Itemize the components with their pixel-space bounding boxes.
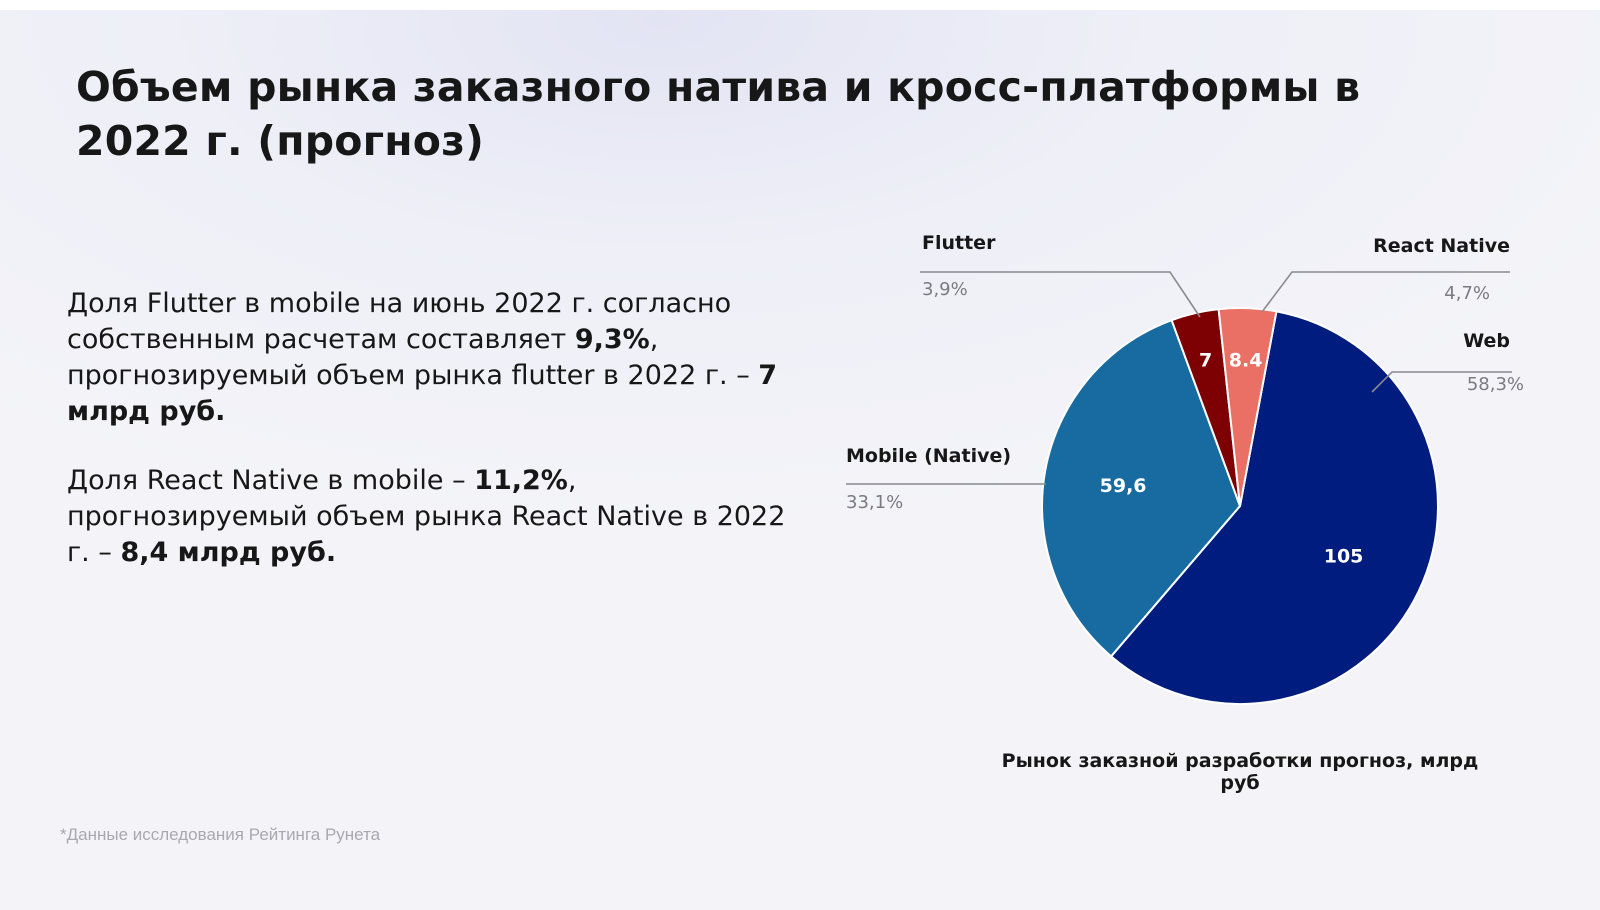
paragraph-text: , прогнозируемый объем рынка flutter в 2… (67, 324, 759, 391)
percent-label-web: 58,3% (1466, 374, 1524, 395)
flutter-share-value: 9,3% (574, 324, 650, 355)
pie-slice-web (1109, 310, 1439, 706)
pie-slice-react-native (1217, 307, 1278, 507)
pie-chart: 105 59,6 7 8.4 (846, 271, 1512, 706)
legend-label-flutter: Flutter (922, 232, 996, 254)
value-label-web: 105 (1324, 546, 1364, 568)
legend-label-mobile-native: Mobile (Native) (846, 445, 1012, 467)
value-label-flutter: 7 (1199, 349, 1212, 371)
percent-label-mobile-native: 33,1% (846, 492, 904, 513)
leader-line-flutter (920, 271, 1201, 318)
value-label-react-native: 8.4 (1229, 350, 1263, 372)
legend-label-react-native: React Native (1373, 235, 1510, 257)
leader-line-web (1371, 371, 1512, 393)
chart-caption: Рынок заказной разработки прогноз, млрд … (1001, 750, 1479, 794)
leader-line-react-native (1261, 271, 1510, 313)
react-native-share-value: 11,2% (474, 465, 568, 496)
react-native-volume-value: 8,4 млрд руб. (120, 537, 337, 568)
flutter-share-paragraph: Доля Flutter в mobile на июнь 2022 г. со… (67, 286, 787, 430)
percent-label-flutter: 3,9% (922, 279, 968, 300)
flutter-volume-value: 7 млрд руб. (67, 360, 778, 427)
react-native-share-paragraph: Доля React Native в mobile – 11,2%, прог… (67, 463, 787, 571)
paragraph-text: Доля React Native в mobile – (67, 465, 475, 496)
legend-label-web: Web (1463, 330, 1510, 352)
page-title: Объем рынка заказного натива и кросс-пла… (76, 63, 1361, 165)
paragraph-text: Доля Flutter в mobile на июнь 2022 г. со… (67, 288, 732, 355)
pie-slice-mobile-native (1041, 318, 1242, 658)
percent-label-react-native: 4,7% (1444, 283, 1490, 304)
value-label-mobile-native: 59,6 (1100, 475, 1147, 497)
paragraph-text: , прогнозируемый объем рынка React Nativ… (67, 465, 786, 568)
slide: Объем рынка заказного натива и кросс-пла… (0, 10, 1600, 910)
footnote: *Данные исследования Рейтинга Рунета (60, 825, 381, 844)
